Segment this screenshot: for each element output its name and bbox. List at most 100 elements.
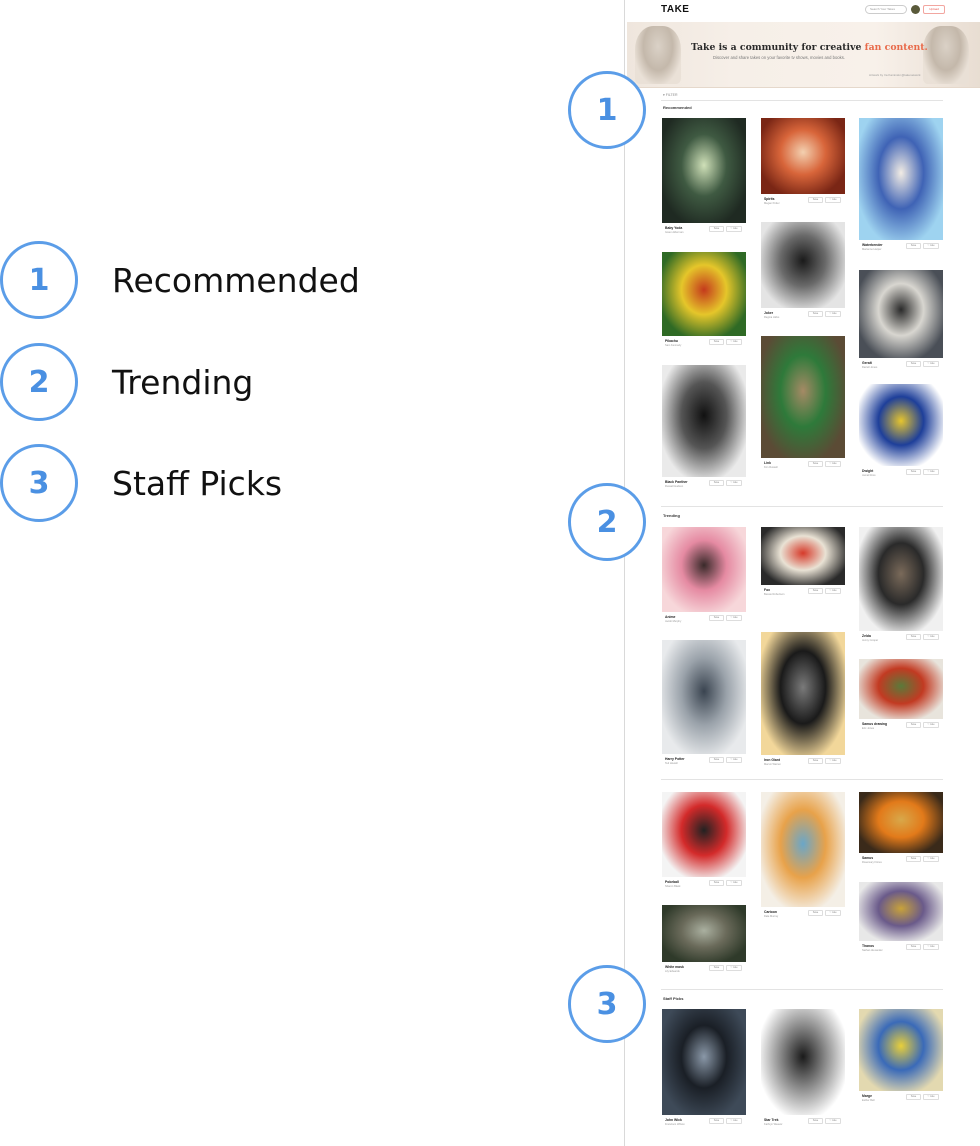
artwork-card[interactable]: Geralt Darrell Jones Save ♡ Like	[859, 270, 943, 372]
artwork-image[interactable]	[662, 792, 746, 877]
artwork-author[interactable]: Nathan Alexander	[862, 949, 883, 952]
artwork-card[interactable]: John Wick Francisco Wilson Save ♡ Like	[662, 1009, 746, 1129]
like-button[interactable]: ♡ Like	[726, 1118, 742, 1124]
artwork-title[interactable]: Marge	[862, 1094, 872, 1098]
like-button[interactable]: ♡ Like	[825, 311, 841, 317]
save-button[interactable]: Save	[808, 197, 823, 203]
artwork-title[interactable]: Dwight	[862, 469, 874, 473]
artwork-title[interactable]: Thanos	[862, 944, 875, 948]
artwork-title[interactable]: Geralt	[862, 361, 872, 365]
artwork-author[interactable]: Jenny Cooper	[862, 639, 879, 642]
artwork-title[interactable]: Baby Yoda	[665, 226, 683, 230]
artwork-title[interactable]: Fox	[764, 588, 771, 592]
artwork-title[interactable]: Samus	[862, 856, 874, 860]
artwork-author[interactable]: Ted Howell	[665, 762, 678, 765]
artwork-title[interactable]: Spirits	[764, 197, 775, 201]
artwork-author[interactable]: Jacob Murphy	[665, 620, 682, 623]
artwork-author[interactable]: Esther Bell	[862, 1099, 875, 1102]
like-button[interactable]: ♡ Like	[726, 615, 742, 621]
artwork-card[interactable]: Waterbender Marianne Harper Save ♡ Like	[859, 118, 943, 254]
artwork-card[interactable]: Pokeball Sharon Black Save ♡ Like	[662, 792, 746, 891]
artwork-title[interactable]: White mask	[665, 965, 684, 969]
like-button[interactable]: ♡ Like	[825, 197, 841, 203]
artwork-author[interactable]: Rosemary Flores	[862, 861, 882, 864]
save-button[interactable]: Save	[906, 1094, 921, 1100]
artwork-title[interactable]: Samus drawing	[862, 722, 888, 726]
artwork-card[interactable]: Thanos Nathan Alexander Save ♡ Like	[859, 882, 943, 955]
artwork-card[interactable]: Samus Rosemary Flores Save ♡ Like	[859, 792, 943, 867]
save-button[interactable]: Save	[808, 311, 823, 317]
save-button[interactable]: Save	[906, 722, 921, 728]
save-button[interactable]: Save	[709, 880, 724, 886]
artwork-card[interactable]: Fox Bessie Robertson Save ♡ Like	[761, 527, 845, 599]
artwork-image[interactable]	[761, 118, 845, 194]
artwork-image[interactable]	[662, 1009, 746, 1115]
artwork-author[interactable]: Russell Hudson	[665, 485, 684, 488]
artwork-title[interactable]: Zelda	[862, 634, 871, 638]
artwork-author[interactable]: Gwen Alderman	[665, 231, 684, 234]
artwork-image[interactable]	[859, 882, 943, 941]
like-button[interactable]: ♡ Like	[923, 944, 939, 950]
artwork-title[interactable]: Pikachu	[665, 339, 679, 343]
artwork-author[interactable]: Regina Hicks	[764, 316, 780, 319]
artwork-image[interactable]	[859, 384, 943, 466]
like-button[interactable]: ♡ Like	[726, 339, 742, 345]
artwork-title[interactable]: Anime	[665, 615, 676, 619]
save-button[interactable]: Save	[709, 226, 724, 232]
filter-button[interactable]: ▾ FILTER	[663, 93, 678, 97]
artwork-author[interactable]: Francisco Wilson	[665, 1123, 685, 1126]
artwork-card[interactable]: White mask Lily Edwards Save ♡ Like	[662, 905, 746, 976]
artwork-image[interactable]	[761, 222, 845, 308]
save-button[interactable]: Save	[808, 758, 823, 764]
artwork-image[interactable]	[662, 252, 746, 336]
artwork-card[interactable]: Link Kim Russell Save ♡ Like	[761, 336, 845, 472]
artwork-image[interactable]	[662, 640, 746, 754]
like-button[interactable]: ♡ Like	[923, 361, 939, 367]
save-button[interactable]: Save	[808, 461, 823, 467]
artwork-image[interactable]	[859, 270, 943, 358]
artwork-author[interactable]: Dale Murray	[764, 915, 779, 918]
artwork-title[interactable]: Cartoon	[764, 910, 777, 914]
artwork-author[interactable]: Marianne Harper	[862, 248, 882, 251]
artwork-card[interactable]: Star Trek Kathryn Weaver Save ♡ Like	[761, 1009, 845, 1129]
artwork-title[interactable]: Pokeball	[665, 880, 679, 884]
upload-button[interactable]: Upload	[923, 5, 945, 14]
artwork-author[interactable]: Megan Potter	[764, 202, 780, 205]
artwork-image[interactable]	[761, 527, 845, 585]
save-button[interactable]: Save	[709, 480, 724, 486]
artwork-image[interactable]	[761, 792, 845, 907]
artwork-author[interactable]: Jamal Ross	[862, 474, 876, 477]
like-button[interactable]: ♡ Like	[726, 965, 742, 971]
save-button[interactable]: Save	[906, 856, 921, 862]
save-button[interactable]: Save	[709, 615, 724, 621]
artwork-author[interactable]: Kim Russell	[764, 466, 778, 469]
artwork-title[interactable]: Joker	[764, 311, 774, 315]
like-button[interactable]: ♡ Like	[825, 1118, 841, 1124]
save-button[interactable]: Save	[808, 588, 823, 594]
save-button[interactable]: Save	[808, 910, 823, 916]
artwork-card[interactable]: Baby Yoda Gwen Alderman Save ♡ Like	[662, 118, 746, 237]
artwork-card[interactable]: Zelda Jenny Cooper Save ♡ Like	[859, 527, 943, 645]
artwork-image[interactable]	[662, 905, 746, 962]
save-button[interactable]: Save	[906, 634, 921, 640]
like-button[interactable]: ♡ Like	[923, 722, 939, 728]
artwork-card[interactable]: Spirits Megan Potter Save ♡ Like	[761, 118, 845, 208]
artwork-author[interactable]: Sam Kennedy	[665, 344, 682, 347]
like-button[interactable]: ♡ Like	[923, 469, 939, 475]
artwork-card[interactable]: Samus drawing Eric Jones Save ♡ Like	[859, 659, 943, 733]
save-button[interactable]: Save	[709, 1118, 724, 1124]
artwork-image[interactable]	[761, 1009, 845, 1115]
save-button[interactable]: Save	[709, 339, 724, 345]
artwork-card[interactable]: Anime Jacob Murphy Save ♡ Like	[662, 527, 746, 626]
artwork-author[interactable]: Eric Jones	[862, 727, 875, 730]
artwork-title[interactable]: Star Trek	[764, 1118, 779, 1122]
artwork-card[interactable]: Marge Esther Bell Save ♡ Like	[859, 1009, 943, 1105]
save-button[interactable]: Save	[709, 757, 724, 763]
like-button[interactable]: ♡ Like	[923, 1094, 939, 1100]
artwork-author[interactable]: Kathryn Weaver	[764, 1123, 783, 1126]
artwork-author[interactable]: Marvin Warren	[764, 763, 781, 766]
artwork-image[interactable]	[859, 118, 943, 240]
artwork-card[interactable]: Iron Giant Marvin Warren Save ♡ Like	[761, 632, 845, 769]
save-button[interactable]: Save	[906, 944, 921, 950]
artwork-author[interactable]: Lily Edwards	[665, 970, 680, 973]
